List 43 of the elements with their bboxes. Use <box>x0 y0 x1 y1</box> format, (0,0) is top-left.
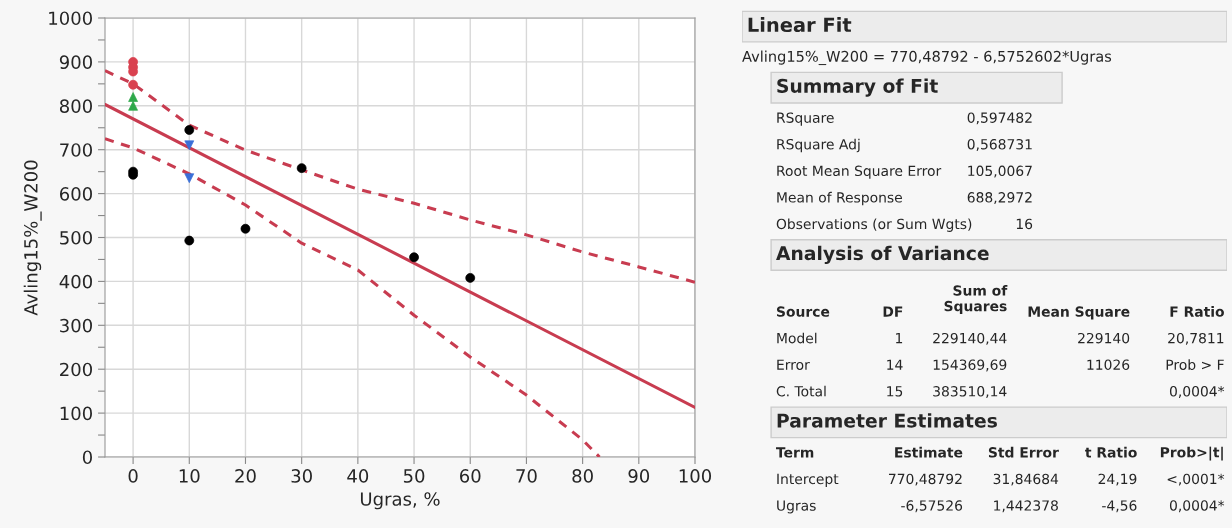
text: Ugras -6,57526 1,442378 -4,56 0,0004* <box>777 500 1225 514</box>
line-series <box>105 137 602 457</box>
y-tick-label: 0 <box>82 450 92 465</box>
y-tick-label: 500 <box>60 230 92 245</box>
line-series <box>105 69 695 284</box>
y-tick-label: 700 <box>60 143 92 157</box>
x-tick-label: 30 <box>291 469 312 483</box>
text: Root Mean Square Error 105,0067 <box>777 165 1032 179</box>
text: Intercept 770,48792 31,84684 24,19 <,0001* <box>777 473 1225 487</box>
y-tick-label: 600 <box>59 187 92 201</box>
text: Parameter Estimates <box>777 413 997 428</box>
x-tick-label: 20 <box>235 469 256 483</box>
text: Linear Fit <box>748 17 852 33</box>
text: Error 14 154369,69 11026 Prob > F <box>777 359 1224 372</box>
x-tick-label: 100 <box>679 469 712 483</box>
text: Mean of Response 688,2972 <box>777 191 1032 206</box>
text: Avling15%_W200 = 770,48792 - 6,5752602*Ugras <box>742 50 1112 66</box>
x-tick-label: 80 <box>572 469 593 483</box>
y-tick-label: 900 <box>59 55 92 70</box>
text: RSquare 0,597482 <box>777 112 1032 126</box>
text: Model 1 229140,44 229140 20,7811 <box>777 332 1224 345</box>
y-tick-label: 400 <box>59 274 92 289</box>
text: C. Total 15 383510,14 0,0004* <box>776 385 1225 398</box>
text: RSquare Adj 0,568731 <box>777 138 1032 153</box>
text: Term Estimate Std Error t Ratio Prob>|t| <box>776 446 1223 461</box>
y-tick-label: 300 <box>60 318 92 333</box>
x-tick-label: 90 <box>628 469 650 483</box>
y-tick-label: 800 <box>59 99 92 113</box>
text: Summary of Fit <box>777 78 938 97</box>
x-tick-label: 50 <box>403 469 425 483</box>
x-axis-title: Ugras, % <box>360 492 440 510</box>
y-axis-title: Avling15%_W200 <box>23 160 42 316</box>
text: Source DF Sum of Squares Mean Square F Ratio <box>776 285 1224 320</box>
text: Observations (or Sum Wgts) 16 <box>776 218 1033 232</box>
x-tick-label: 60 <box>460 469 481 483</box>
y-tick-label: 100 <box>60 406 92 421</box>
x-tick-label: 10 <box>179 469 200 483</box>
text: Analysis of Variance <box>776 245 989 265</box>
x-tick-label: 40 <box>347 469 369 483</box>
y-tick-label: 200 <box>60 362 92 377</box>
x-tick-label: 0 <box>128 469 138 483</box>
x-tick-label: 70 <box>516 469 537 483</box>
y-tick-label: 1000 <box>49 11 92 26</box>
